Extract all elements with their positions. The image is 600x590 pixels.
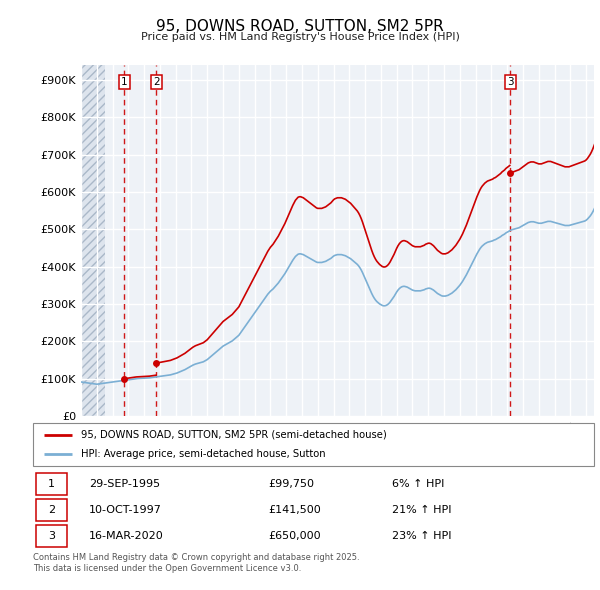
- Text: HPI: Average price, semi-detached house, Sutton: HPI: Average price, semi-detached house,…: [80, 450, 325, 460]
- Text: 3: 3: [48, 532, 55, 542]
- FancyBboxPatch shape: [36, 525, 67, 548]
- Text: 2: 2: [47, 505, 55, 515]
- Text: 1: 1: [48, 478, 55, 489]
- Text: 29-SEP-1995: 29-SEP-1995: [89, 478, 160, 489]
- FancyBboxPatch shape: [36, 473, 67, 495]
- FancyBboxPatch shape: [36, 499, 67, 521]
- FancyBboxPatch shape: [33, 423, 594, 466]
- Text: 6% ↑ HPI: 6% ↑ HPI: [392, 478, 445, 489]
- Text: 23% ↑ HPI: 23% ↑ HPI: [392, 532, 452, 542]
- Text: 95, DOWNS ROAD, SUTTON, SM2 5PR: 95, DOWNS ROAD, SUTTON, SM2 5PR: [156, 19, 444, 34]
- Text: Price paid vs. HM Land Registry's House Price Index (HPI): Price paid vs. HM Land Registry's House …: [140, 32, 460, 42]
- Bar: [81, 65, 104, 416]
- Text: 1: 1: [121, 77, 128, 87]
- Text: Contains HM Land Registry data © Crown copyright and database right 2025.: Contains HM Land Registry data © Crown c…: [33, 553, 359, 562]
- Text: 2: 2: [153, 77, 160, 87]
- Text: 21% ↑ HPI: 21% ↑ HPI: [392, 505, 452, 515]
- Text: 16-MAR-2020: 16-MAR-2020: [89, 532, 164, 542]
- Text: £99,750: £99,750: [269, 478, 314, 489]
- Text: This data is licensed under the Open Government Licence v3.0.: This data is licensed under the Open Gov…: [33, 564, 301, 573]
- Text: 10-OCT-1997: 10-OCT-1997: [89, 505, 162, 515]
- Text: 95, DOWNS ROAD, SUTTON, SM2 5PR (semi-detached house): 95, DOWNS ROAD, SUTTON, SM2 5PR (semi-de…: [80, 430, 386, 440]
- Text: £650,000: £650,000: [269, 532, 321, 542]
- Text: 3: 3: [507, 77, 514, 87]
- Text: £141,500: £141,500: [269, 505, 322, 515]
